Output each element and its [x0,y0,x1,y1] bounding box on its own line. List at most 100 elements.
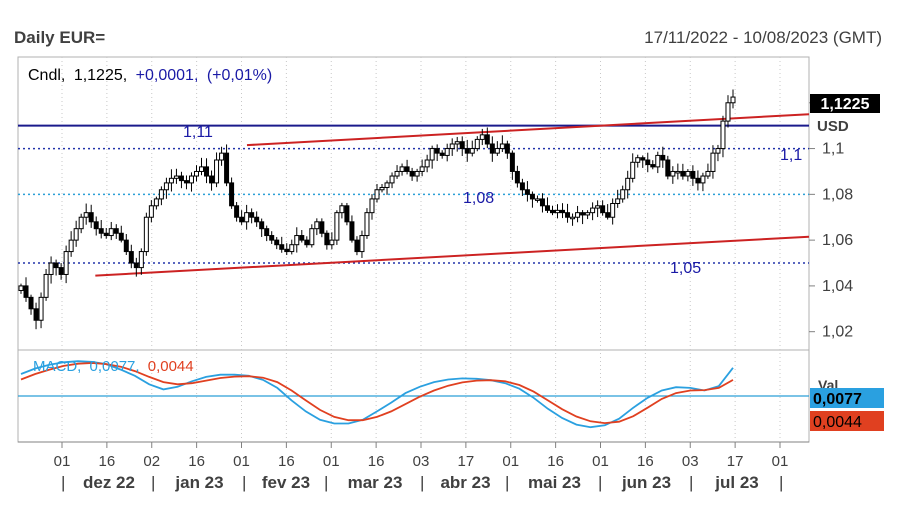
candle-body [289,244,295,253]
month-label: abr 23 [440,473,490,492]
y-tick-label: 1,06 [822,232,853,249]
candle-body [128,251,134,264]
x-tick-label: 16 [188,453,205,470]
candle-body [459,141,465,150]
candle-body [234,205,240,218]
last-price-badge [810,94,880,113]
level-label-108: 1,08 [463,190,494,207]
candle-body [655,154,661,168]
candle-body [464,148,470,154]
candle-body [630,161,636,179]
date-range: 17/11/2022 - 10/08/2023 (GMT) [644,28,882,47]
candle-body [324,232,330,246]
candle-body [168,177,174,184]
date-axis: 01 16 02 16 01 16 01 16 03 17 01 16 01 16 03 17 01 | dez 2… [54,442,788,492]
candle-body [209,175,215,184]
month-separator: | [505,473,509,492]
candle-body [269,235,275,241]
month-label: dez 22 [83,473,135,492]
candle-body [78,216,84,230]
candle-body [93,221,99,230]
candle-body [229,182,235,207]
candle-body [620,189,626,200]
candle-body [519,182,525,191]
x-tick-label: 17 [458,453,475,470]
candle-body [98,228,104,234]
candle-body [499,143,505,150]
candle-body [560,209,566,214]
month-separator: | [779,473,783,492]
x-tick-label: 16 [637,453,654,470]
macd-badge [810,388,884,408]
candle-body [163,182,169,191]
grid-lines [61,57,781,442]
month-separator: | [242,473,246,492]
candle-body [188,175,194,184]
month-separator: | [61,473,65,492]
macd-series [18,360,809,429]
candle-body [329,239,335,246]
month-label: fev 23 [262,473,310,492]
candle-body [183,180,189,184]
candle-body [53,262,59,269]
macd-legend: MACD, 0,0077, 0,0044 [33,358,194,375]
candle-body [429,148,435,161]
month-separator: | [598,473,602,492]
candle-body [364,212,370,237]
candle-body [610,203,616,218]
candle-body [23,285,29,298]
candle-body [615,198,621,204]
candle-body [710,152,716,172]
candle-body [369,198,375,214]
x-tick-label: 02 [143,453,160,470]
candle-body [63,251,69,275]
x-tick-label: 01 [323,453,340,470]
month-separator: | [324,473,328,492]
month-separator: | [689,473,693,492]
candle-body [635,157,641,163]
signal-badge [810,411,884,431]
candle-body [113,228,119,234]
candle-body [83,212,89,218]
candlestick-series [18,89,736,330]
macd-legend-name: MACD, [33,358,81,375]
candle-body [409,170,415,177]
month-label: jun 23 [621,473,671,492]
candle-body [224,152,230,184]
candle-body [534,198,540,201]
candle-body [138,251,144,269]
candle-body [650,164,656,168]
candle-body [143,216,149,253]
x-tick-label: 17 [727,453,744,470]
candle-body [670,170,676,177]
candle-body [314,221,320,230]
candle-body [118,232,124,241]
month-separator: | [151,473,155,492]
candle-body [359,235,365,253]
candle-body [259,221,265,230]
x-tick-label: 01 [233,453,250,470]
trend-line [246,113,810,147]
month-label: mai 23 [528,473,581,492]
candle-body [249,212,255,218]
candle-body [565,212,571,218]
candle-body [88,212,94,223]
trend-line [95,235,810,277]
candle-body [399,166,405,172]
candle-body [570,216,576,220]
candle-body [299,235,305,241]
candle-body [389,175,395,184]
candle-body [509,152,515,172]
candle-body [239,216,245,223]
x-tick-label: 16 [278,453,295,470]
candle-body [580,212,586,216]
month-label: jul 23 [714,473,758,492]
candle-body [625,177,631,191]
candle-body [339,205,345,214]
candle-body [444,148,450,156]
horizontal-levels [18,124,809,264]
candle-body [645,159,651,166]
candle-body [178,175,184,182]
y-tick-label: 1,02 [822,324,853,341]
candle-body [354,239,360,253]
